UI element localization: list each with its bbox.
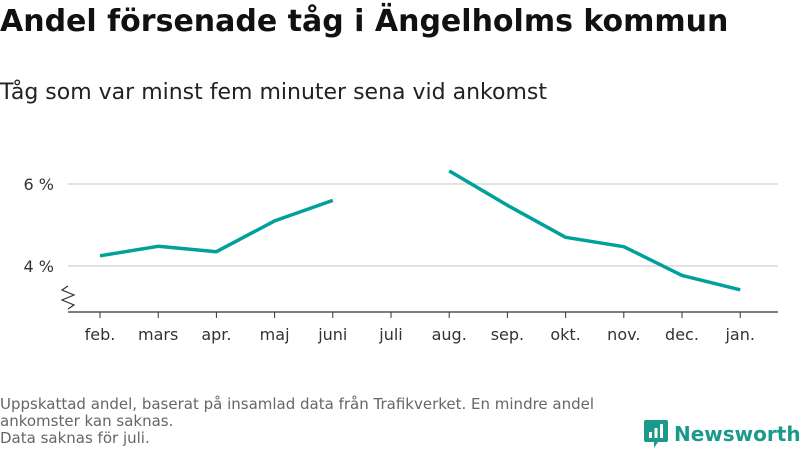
- footnote-missing-data: Data saknas för juli.: [0, 429, 150, 447]
- x-tick-label: okt.: [550, 325, 580, 344]
- y-tick-label: 4 %: [24, 257, 54, 276]
- series-line: [99, 198, 334, 258]
- y-tick-label: 6 %: [24, 175, 54, 194]
- line-chart: 4 % 6 % feb. mars apr. maj juni juli aug. sep. okt…: [24, 169, 778, 344]
- x-tick-label: nov.: [607, 325, 640, 344]
- axis-break-icon: [60, 285, 76, 310]
- chart-title: Andel försenade tåg i Ängelholms kommun: [0, 4, 729, 39]
- chart-subtitle: Tåg som var minst fem minuter sena vid a…: [0, 80, 547, 105]
- x-tick-label: dec.: [665, 325, 699, 344]
- x-tick-label: maj: [260, 325, 290, 344]
- x-tick-label: juli: [378, 325, 402, 344]
- series-line: [448, 169, 741, 292]
- x-tick-label: sep.: [491, 325, 524, 344]
- x-tick-label: juni: [317, 325, 347, 344]
- x-tick-label: jan.: [724, 325, 754, 344]
- footnote-source: Uppskattad andel, baserat på insamlad da…: [0, 395, 595, 430]
- logo-text: Newsworthy: [674, 422, 800, 446]
- newsworthy-logo-icon: [644, 420, 668, 448]
- newsworthy-logo: Newsworthy: [644, 420, 800, 448]
- x-tick-label: feb.: [85, 325, 116, 344]
- x-tick-label: aug.: [432, 325, 467, 344]
- footnote: Uppskattad andel, baserat på insamlad da…: [0, 396, 630, 447]
- x-tick-label: apr.: [201, 325, 231, 344]
- x-tick-label: mars: [138, 325, 178, 344]
